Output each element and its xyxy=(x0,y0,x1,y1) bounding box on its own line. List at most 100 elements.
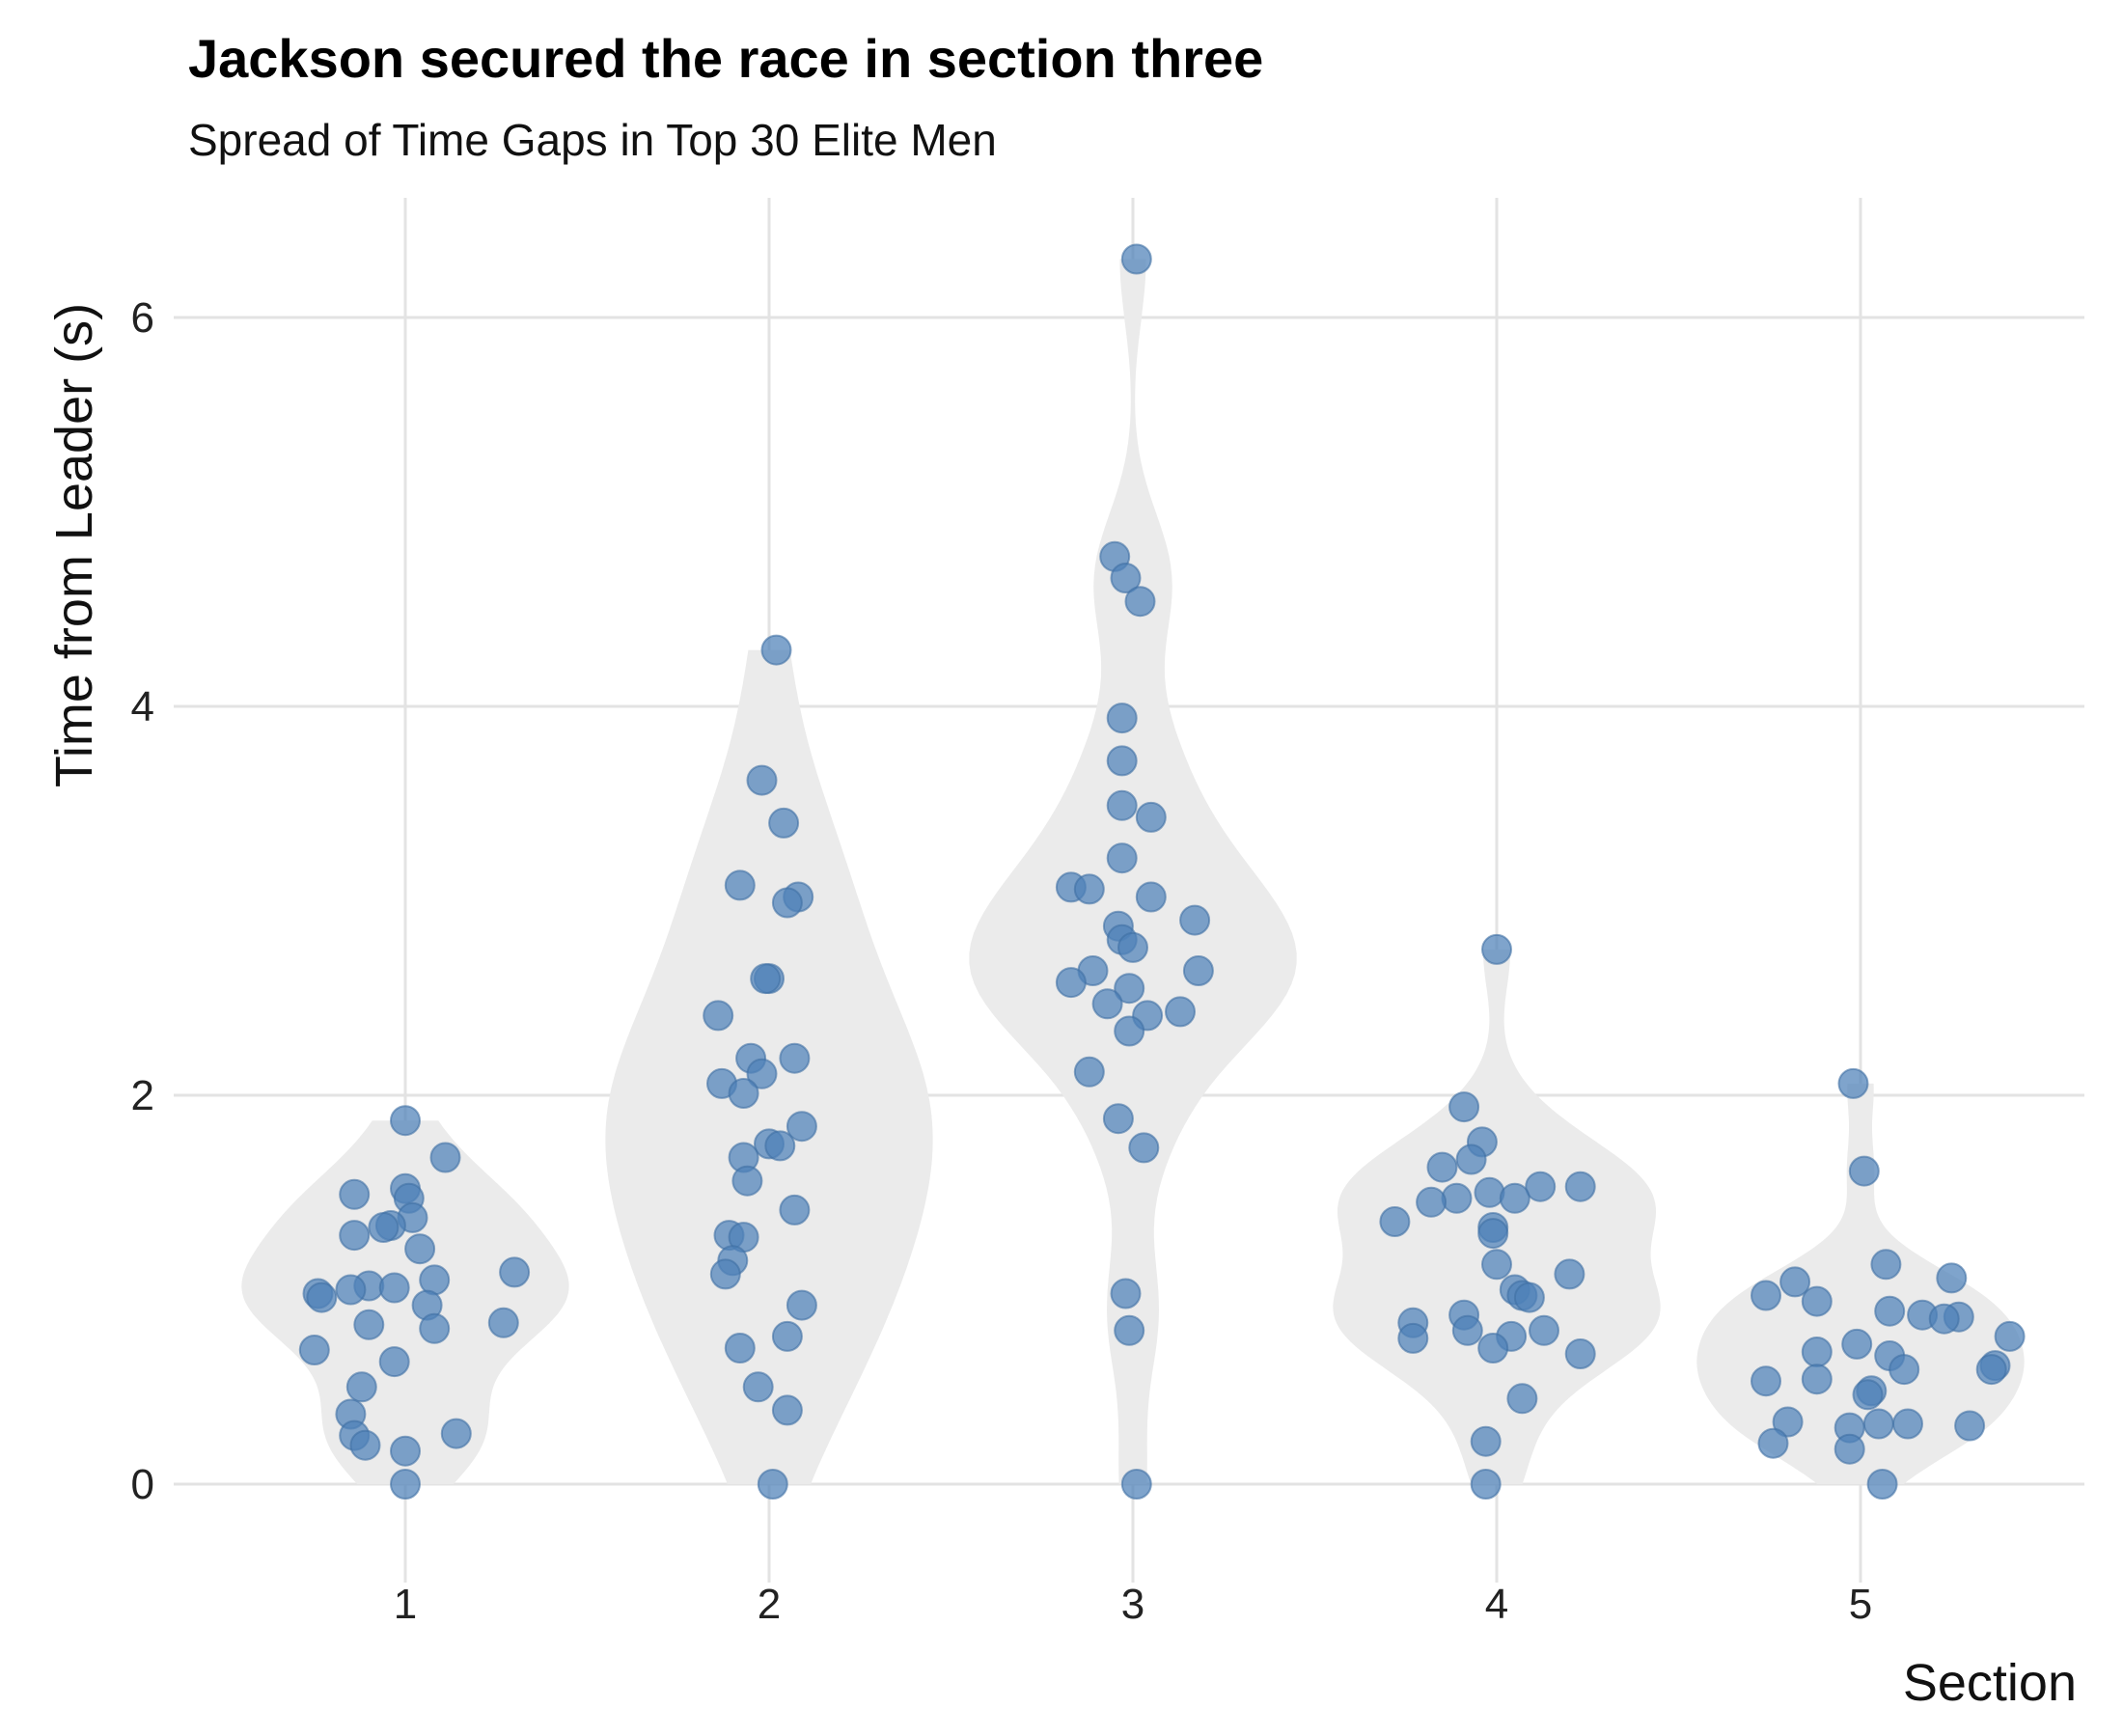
data-point xyxy=(779,1194,811,1226)
x-tick-label: 3 xyxy=(1121,1581,1144,1628)
data-point xyxy=(742,1371,774,1403)
data-point xyxy=(1117,931,1148,963)
y-axis-label: Time from Leader (s) xyxy=(45,303,103,787)
data-point xyxy=(1554,1258,1585,1290)
data-point xyxy=(1936,1262,1968,1294)
data-point xyxy=(1975,1354,2007,1386)
data-point xyxy=(1426,1151,1458,1183)
data-point xyxy=(1564,1171,1596,1202)
y-tick-label: 6 xyxy=(131,294,154,342)
data-point xyxy=(757,1469,788,1500)
data-point xyxy=(1801,1364,1833,1395)
data-point xyxy=(419,1312,451,1344)
data-point xyxy=(771,887,803,919)
data-point xyxy=(1448,1091,1480,1123)
data-point xyxy=(731,1165,763,1197)
data-point xyxy=(1106,745,1138,777)
data-point xyxy=(768,807,800,839)
data-point xyxy=(1106,703,1138,734)
y-tick-label: 0 xyxy=(131,1461,154,1508)
axis-layer: 0 2 4 6 1 2 3 4 5 xyxy=(131,294,1873,1628)
data-point xyxy=(1073,1056,1105,1088)
data-point xyxy=(1451,1314,1483,1346)
data-point xyxy=(306,1281,338,1313)
data-point xyxy=(1525,1171,1557,1202)
data-point xyxy=(1870,1249,1902,1281)
data-point xyxy=(1834,1433,1865,1465)
data-point xyxy=(353,1309,385,1340)
x-tick-label: 4 xyxy=(1485,1581,1508,1628)
data-point xyxy=(1135,801,1167,833)
data-point xyxy=(724,1333,756,1364)
data-point xyxy=(1470,1469,1502,1500)
data-point xyxy=(390,1105,421,1137)
data-point xyxy=(1106,789,1138,821)
data-point xyxy=(1928,1303,1960,1335)
data-point xyxy=(429,1142,461,1173)
data-point xyxy=(779,1042,811,1074)
violin-shape xyxy=(969,259,1297,1484)
data-point xyxy=(390,1435,421,1467)
data-point xyxy=(1529,1314,1559,1346)
data-point xyxy=(1889,1354,1920,1386)
data-point xyxy=(1055,967,1087,999)
data-point xyxy=(1397,1322,1429,1354)
data-point xyxy=(1477,1333,1509,1364)
x-tick-label: 1 xyxy=(394,1581,417,1628)
data-point xyxy=(1106,842,1138,874)
data-point xyxy=(1165,996,1196,1028)
data-point xyxy=(390,1469,421,1500)
data-point xyxy=(1114,1015,1145,1047)
chart-subtitle: Spread of Time Gaps in Top 30 Elite Men xyxy=(188,115,997,165)
data-point xyxy=(1441,1182,1473,1214)
data-point xyxy=(1416,1186,1448,1218)
data-point xyxy=(339,1178,371,1210)
data-point xyxy=(1862,1408,1894,1440)
data-point xyxy=(1841,1328,1873,1360)
data-point xyxy=(298,1335,330,1365)
data-point xyxy=(786,1289,817,1321)
data-point xyxy=(1751,1280,1781,1311)
data-point xyxy=(1470,1425,1502,1457)
data-point xyxy=(1110,1278,1142,1309)
y-tick-label: 2 xyxy=(131,1072,154,1119)
data-point xyxy=(1874,1295,1906,1327)
data-point xyxy=(786,1111,817,1143)
data-point xyxy=(339,1220,371,1252)
data-point xyxy=(1455,1144,1487,1175)
data-point xyxy=(349,1429,381,1461)
data-point xyxy=(1751,1365,1781,1397)
data-point xyxy=(1477,1218,1509,1250)
data-point xyxy=(1114,1314,1145,1346)
data-point xyxy=(771,1320,803,1352)
data-point xyxy=(724,869,756,901)
data-point xyxy=(1801,1285,1833,1317)
data-point xyxy=(1120,1469,1152,1500)
data-point xyxy=(1114,973,1145,1005)
data-point xyxy=(1848,1155,1880,1187)
x-tick-label: 2 xyxy=(758,1581,781,1628)
data-point xyxy=(750,963,782,995)
data-point xyxy=(1801,1336,1833,1367)
data-point xyxy=(1994,1320,2026,1352)
data-point xyxy=(771,1394,803,1426)
data-point xyxy=(1499,1182,1530,1214)
x-axis-label: Section xyxy=(1903,1654,2077,1712)
data-point xyxy=(1474,1176,1505,1208)
data-point xyxy=(345,1371,377,1403)
data-point xyxy=(1124,586,1156,618)
data-point xyxy=(1757,1427,1789,1459)
data-point xyxy=(1135,881,1167,913)
data-point xyxy=(1179,904,1211,936)
data-point xyxy=(1120,243,1152,275)
data-point xyxy=(368,1212,400,1243)
data-point xyxy=(1110,563,1142,593)
data-point xyxy=(1564,1338,1596,1369)
data-point xyxy=(760,634,792,666)
data-point xyxy=(1772,1406,1804,1438)
data-point xyxy=(1837,1067,1869,1099)
data-point xyxy=(728,1078,759,1109)
data-point xyxy=(1866,1469,1898,1500)
x-tick-label: 5 xyxy=(1849,1581,1872,1628)
